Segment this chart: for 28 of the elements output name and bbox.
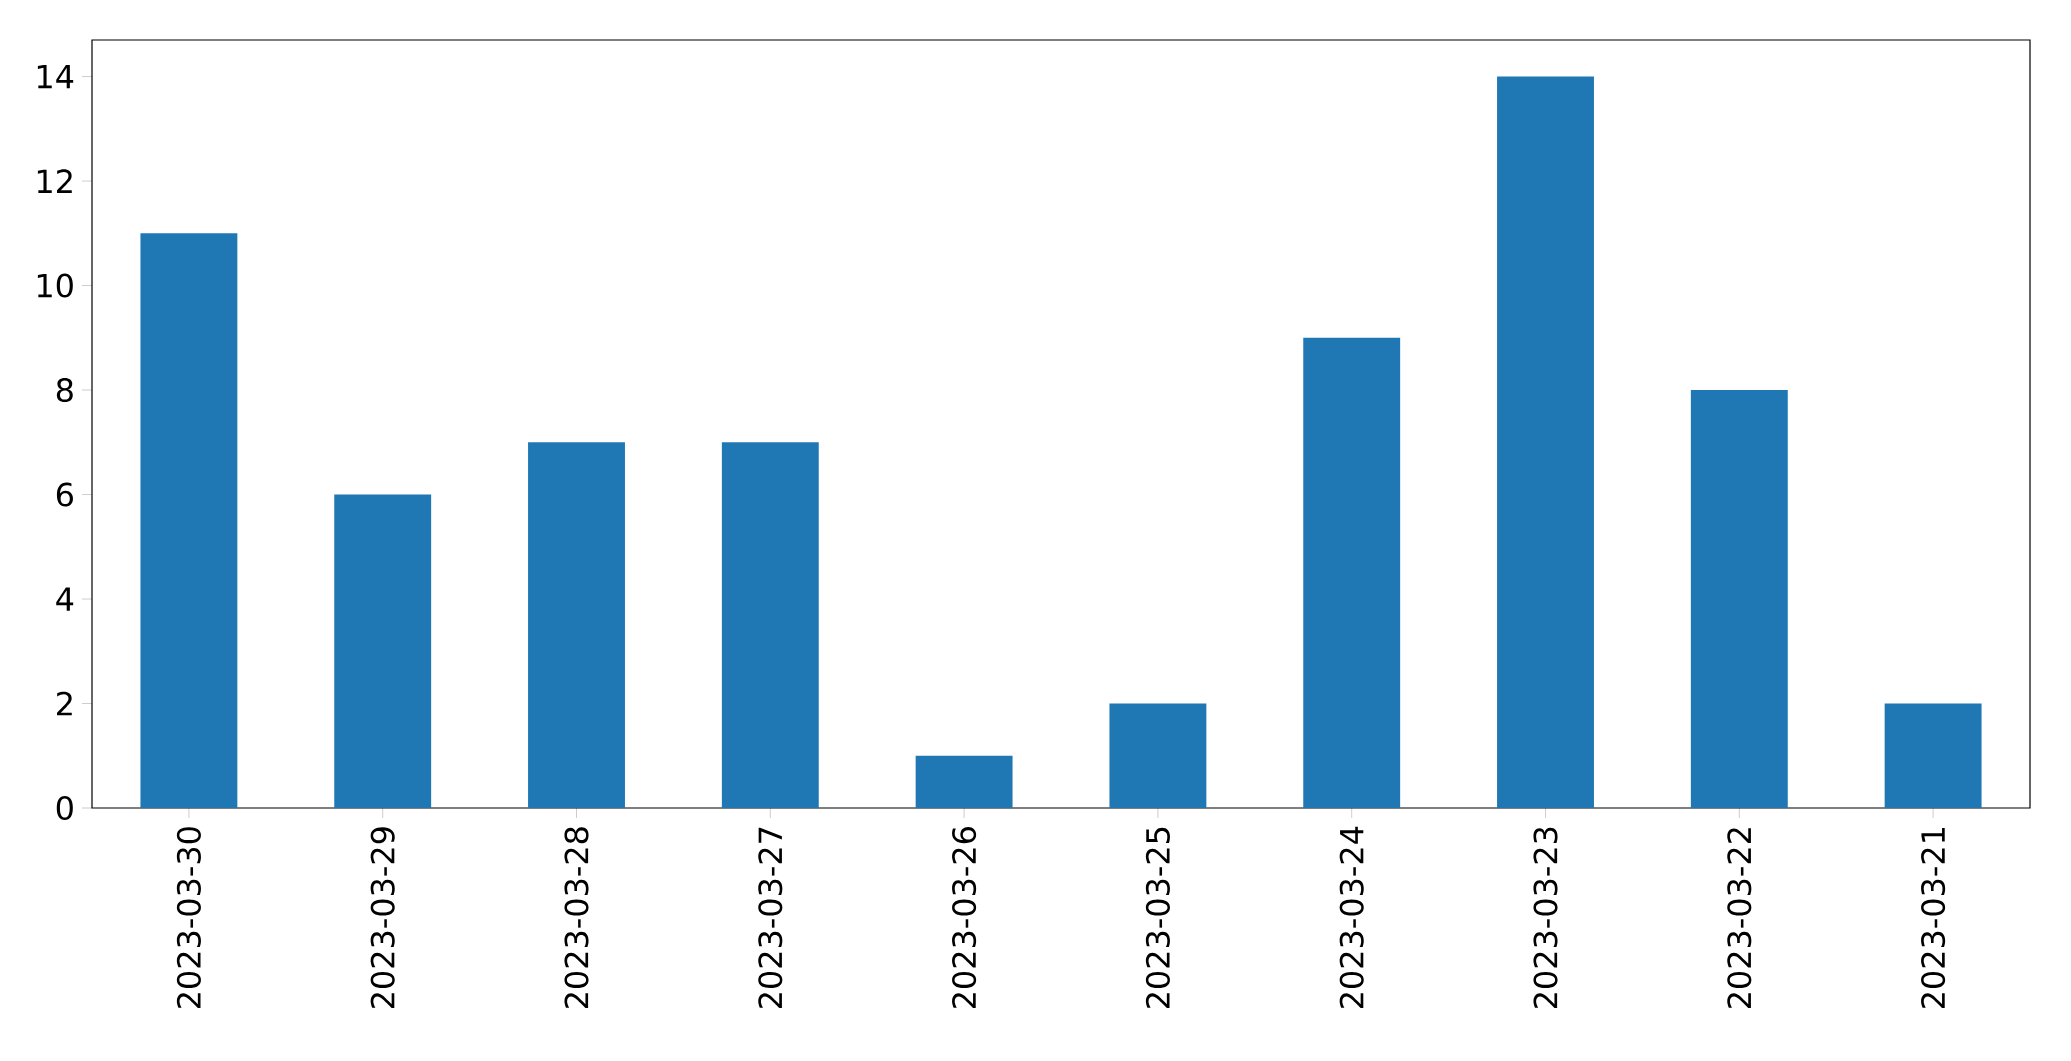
bar xyxy=(1497,76,1594,808)
y-tick-label: 4 xyxy=(56,587,74,611)
y-tick-label: 12 xyxy=(37,169,72,193)
bar xyxy=(1690,390,1788,808)
bar xyxy=(1884,703,1982,808)
bar xyxy=(140,233,238,808)
x-tick-label: 2023-03-22 xyxy=(1727,828,1752,1008)
x-tick-label: 2023-03-24 xyxy=(1339,826,1364,1008)
x-tick-label: 2023-03-30 xyxy=(176,827,201,1008)
y-tick-label: 2 xyxy=(57,691,72,716)
x-tick-label: 2023-03-25 xyxy=(1145,827,1170,1008)
x-tick-label: 2023-03-26 xyxy=(952,827,977,1008)
y-tick-label: 14 xyxy=(37,64,74,89)
y-tick-label: 0 xyxy=(56,795,73,821)
y-tick-label: 10 xyxy=(37,273,73,298)
bar xyxy=(334,494,432,808)
bar xyxy=(528,442,625,808)
bar xyxy=(1303,337,1401,808)
x-tick-label: 2023-03-23 xyxy=(1533,827,1558,1008)
bar xyxy=(915,755,1013,808)
x-tick-label: 2023-03-21 xyxy=(1921,828,1946,1008)
x-tick-label: 2023-03-29 xyxy=(370,827,395,1008)
x-tick-label: 2023-03-28 xyxy=(564,827,589,1008)
bar xyxy=(721,442,819,808)
x-tick-label: 2023-03-27 xyxy=(758,827,783,1008)
y-tick-label: 8 xyxy=(56,377,73,403)
y-tick-label: 6 xyxy=(56,482,73,507)
bar xyxy=(1109,703,1207,808)
